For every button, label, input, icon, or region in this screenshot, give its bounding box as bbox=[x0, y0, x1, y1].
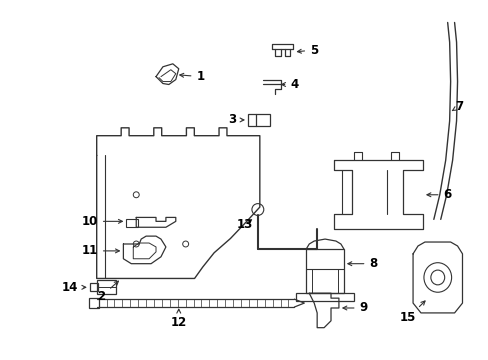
Bar bbox=[296, 293, 353, 301]
Text: 8: 8 bbox=[347, 257, 377, 270]
Bar bbox=[305, 249, 343, 293]
Text: 10: 10 bbox=[81, 215, 122, 228]
Text: 4: 4 bbox=[281, 78, 298, 91]
Text: 7: 7 bbox=[451, 100, 463, 113]
Text: 1: 1 bbox=[180, 70, 204, 83]
Text: 2: 2 bbox=[98, 281, 118, 303]
Bar bbox=[247, 114, 269, 126]
Text: 6: 6 bbox=[426, 188, 451, 201]
Text: 9: 9 bbox=[342, 301, 367, 315]
Text: 11: 11 bbox=[81, 244, 119, 257]
Bar bbox=[97, 280, 116, 294]
Text: 3: 3 bbox=[227, 113, 244, 126]
Text: 5: 5 bbox=[297, 44, 318, 57]
Text: 14: 14 bbox=[61, 281, 85, 294]
Text: 15: 15 bbox=[399, 301, 424, 324]
Text: 12: 12 bbox=[170, 309, 186, 329]
Bar bbox=[89, 298, 99, 308]
Bar bbox=[90, 283, 98, 291]
Bar bbox=[126, 219, 138, 227]
Text: 13: 13 bbox=[236, 218, 253, 231]
